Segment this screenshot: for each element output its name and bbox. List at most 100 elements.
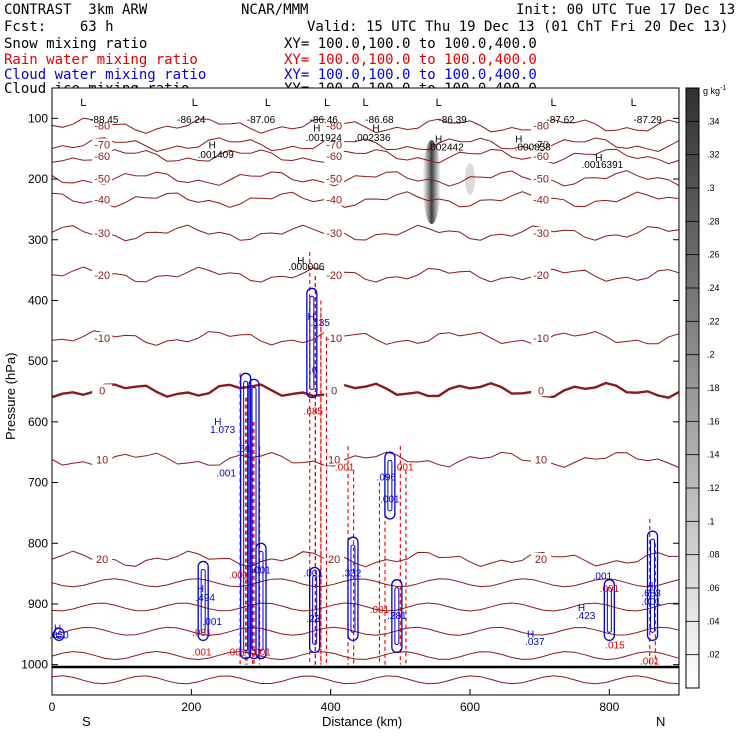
top-value-label: -87.62 bbox=[546, 115, 575, 126]
isotherm-label-bg bbox=[324, 119, 345, 132]
y-tick-label: 500 bbox=[28, 354, 48, 368]
isotherm-label: 0 bbox=[99, 385, 105, 397]
isotherm-label: -30 bbox=[326, 228, 342, 240]
isotherm-label: -50 bbox=[326, 173, 342, 185]
isotherm-label: -70 bbox=[94, 139, 110, 151]
field-label-cloud-water: Cloud water mixing ratio bbox=[4, 67, 207, 83]
snow-value-label: .000858 bbox=[515, 143, 552, 154]
isotherm-label-bg bbox=[92, 119, 113, 132]
cloud-contour bbox=[646, 530, 659, 642]
isotherm-label-bg bbox=[531, 332, 552, 345]
cloud-value-label: .135 bbox=[310, 318, 330, 329]
cloud-contour bbox=[197, 560, 209, 642]
cloud-value-label: .0 bbox=[309, 365, 318, 376]
rain-value-label: .001 bbox=[192, 648, 212, 659]
low-marker: L bbox=[324, 97, 330, 109]
low-marker: L bbox=[551, 97, 557, 109]
isotherm-label-bg bbox=[324, 332, 345, 345]
isotherm bbox=[51, 266, 680, 283]
cloud-value-label: .001 bbox=[251, 566, 271, 577]
plot-axes bbox=[51, 87, 680, 696]
isotherm-label: -80 bbox=[326, 121, 342, 133]
isotherm-label-bg bbox=[92, 268, 113, 281]
cloud-contour bbox=[56, 635, 62, 639]
field-label-rain: Rain water mixing ratio bbox=[4, 52, 198, 68]
isotherm-label: -80 bbox=[94, 121, 110, 133]
cloud-contour bbox=[255, 542, 267, 660]
colorbar-tick-label: .1 bbox=[707, 516, 715, 526]
isotherm-label: 10 bbox=[328, 454, 340, 466]
isotherm-label-bg bbox=[531, 149, 552, 162]
cloud-value-label: .23 bbox=[306, 614, 320, 625]
cloud-contour bbox=[347, 536, 359, 642]
cloud-value-label: .050 bbox=[49, 631, 69, 642]
cloud-contour bbox=[53, 627, 65, 642]
snow-high-marker: H bbox=[209, 141, 216, 152]
isotherm-label-bg bbox=[324, 384, 345, 397]
cloud-value-label: .332 bbox=[342, 569, 362, 580]
isotherm-label-bg bbox=[531, 172, 552, 185]
cloud-contour bbox=[391, 579, 403, 654]
snow-value-label: .0016391 bbox=[582, 160, 624, 171]
isotherm-label: -30 bbox=[94, 228, 110, 240]
isotherm-label-bg bbox=[531, 384, 552, 397]
field-label-snow: Snow mixing ratio bbox=[4, 36, 148, 52]
cloud-contour bbox=[248, 378, 260, 660]
isotherm-label: 10 bbox=[535, 454, 547, 466]
y-tick-label: 400 bbox=[28, 293, 48, 307]
cloud-contour bbox=[258, 550, 264, 652]
colorbar-tick-label: .22 bbox=[707, 316, 720, 326]
colorbar-tick-label: .06 bbox=[707, 583, 720, 593]
isotherm-label: -10 bbox=[533, 333, 549, 345]
cloud-contour bbox=[603, 579, 615, 642]
cloud-contour bbox=[394, 587, 400, 646]
colorbar-tick-label: .14 bbox=[707, 450, 720, 460]
snow-value-label: .001409 bbox=[198, 150, 235, 161]
cloud-contour bbox=[312, 575, 318, 646]
isotherm-label: -20 bbox=[533, 270, 549, 282]
isotherm-label-bg bbox=[324, 553, 345, 566]
isotherm-label-bg bbox=[531, 553, 552, 566]
y-tick-label: 100 bbox=[28, 111, 48, 125]
isotherm-label-bg bbox=[531, 227, 552, 240]
isotherm-label-bg bbox=[92, 193, 113, 206]
snow-value-label: .001924 bbox=[306, 133, 343, 144]
top-value-label: -87.29 bbox=[633, 115, 662, 126]
isotherm-label-bg bbox=[531, 453, 552, 466]
isotherm-label: 20 bbox=[328, 554, 340, 566]
y-tick-label: 700 bbox=[28, 476, 48, 490]
y-tick-label: 800 bbox=[28, 536, 48, 550]
snow-high-marker: H bbox=[435, 135, 442, 146]
contour-labels: -88.45 -86.24 -87.06 -86.46 -86.68 -86.39 -87.… bbox=[49, 97, 662, 667]
y-axis-title: Pressure (hPa) bbox=[3, 353, 18, 440]
y-tick-label: 1000 bbox=[21, 658, 48, 672]
isotherm-label: -60 bbox=[533, 151, 549, 163]
isotherm-label: -40 bbox=[533, 195, 549, 207]
snow-high-marker: H bbox=[297, 256, 304, 267]
isotherm-label: -80 bbox=[533, 121, 549, 133]
isotherm-warm bbox=[51, 602, 680, 612]
x-tick-label: 0 bbox=[49, 700, 56, 714]
isotherm-label-bg bbox=[92, 453, 113, 466]
colorbar-tick-label: .12 bbox=[707, 483, 720, 493]
top-value-label: -86.46 bbox=[310, 115, 339, 126]
x-tick-label: 400 bbox=[321, 700, 341, 714]
rain-value-label: .001 bbox=[370, 605, 390, 616]
isotherm-label: -20 bbox=[94, 270, 110, 282]
isotherm-label: -10 bbox=[326, 333, 342, 345]
cloud-value-label: .001 bbox=[380, 495, 400, 506]
colorbar: g kg-1 .34 .32 .3 .28 .26 .24 .22 .2 .18 .16 .14 .1… bbox=[685, 85, 726, 689]
isotherm-label: -60 bbox=[94, 151, 110, 163]
isotherm-label-bg bbox=[531, 138, 552, 151]
rain-value-label: .001 bbox=[192, 628, 212, 639]
isotherm-label: -20 bbox=[326, 270, 342, 282]
y-tick-label: 900 bbox=[28, 597, 48, 611]
cloud-value-label: .037 bbox=[525, 637, 545, 648]
isotherm bbox=[51, 550, 679, 568]
isotherm-label: 10 bbox=[96, 454, 108, 466]
isotherm bbox=[51, 330, 680, 346]
isotherm bbox=[51, 224, 680, 242]
rain-value-label: .685 bbox=[304, 407, 324, 418]
snow-high-marker: H bbox=[595, 153, 602, 164]
